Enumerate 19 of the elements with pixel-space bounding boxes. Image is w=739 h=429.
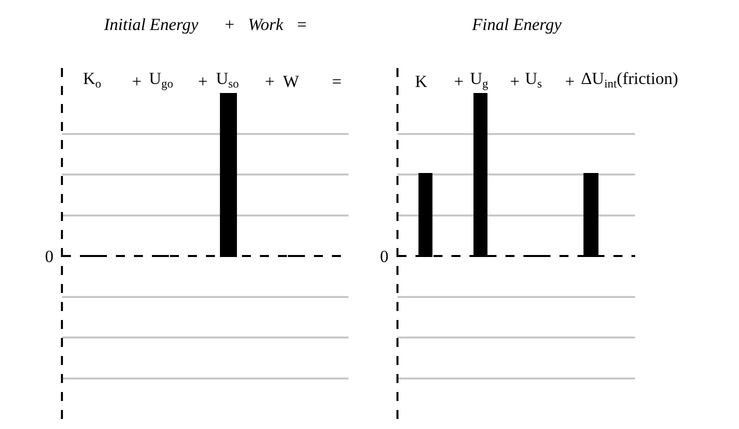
x-tick-label: U$_{so}$ [216,69,239,91]
chart-title: Final Energy [471,15,562,34]
x-tick-label: W [283,72,300,91]
x-tick-label: U$_{s}$ [525,69,542,91]
x-tick-label: U$_{go}$ [149,69,174,91]
text: + [198,72,208,91]
text: + [510,72,520,91]
ref-line-label: 0 [45,247,54,266]
x-tick-label: ΔU$_{int}$(friction) [581,69,678,91]
text: = [332,72,342,91]
text: + [565,72,575,91]
text: + [454,72,464,91]
chart-title: Initial Energy + Work = [103,15,308,34]
text: + [132,72,142,91]
text: + [265,72,275,91]
x-tick-label: U$_{g}$ [470,69,488,91]
ref-line-label: 0 [380,247,388,266]
x-tick-label: K$_{o}$ [83,69,102,91]
x-tick-label: K [415,72,428,91]
